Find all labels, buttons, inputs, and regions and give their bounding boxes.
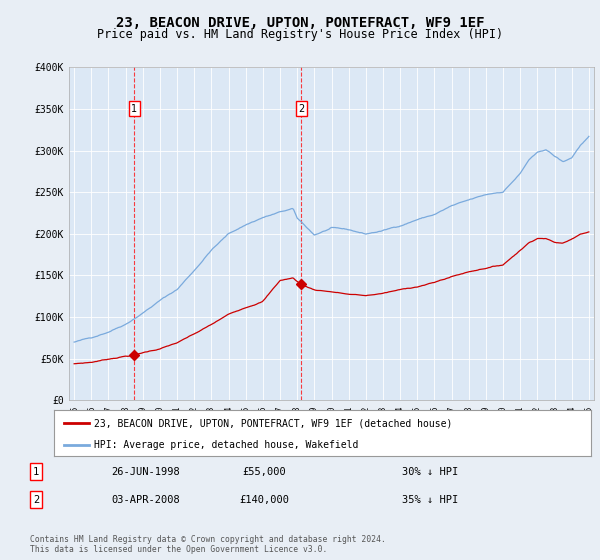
Text: 2: 2	[33, 494, 39, 505]
Text: 2: 2	[298, 104, 305, 114]
Text: 30% ↓ HPI: 30% ↓ HPI	[402, 466, 458, 477]
Text: £55,000: £55,000	[242, 466, 286, 477]
Text: £140,000: £140,000	[239, 494, 289, 505]
Text: HPI: Average price, detached house, Wakefield: HPI: Average price, detached house, Wake…	[94, 440, 359, 450]
Text: 23, BEACON DRIVE, UPTON, PONTEFRACT, WF9 1EF: 23, BEACON DRIVE, UPTON, PONTEFRACT, WF9…	[116, 16, 484, 30]
Text: 35% ↓ HPI: 35% ↓ HPI	[402, 494, 458, 505]
Text: 23, BEACON DRIVE, UPTON, PONTEFRACT, WF9 1EF (detached house): 23, BEACON DRIVE, UPTON, PONTEFRACT, WF9…	[94, 418, 452, 428]
Text: 03-APR-2008: 03-APR-2008	[111, 494, 180, 505]
Text: Price paid vs. HM Land Registry's House Price Index (HPI): Price paid vs. HM Land Registry's House …	[97, 28, 503, 41]
Text: 26-JUN-1998: 26-JUN-1998	[111, 466, 180, 477]
Text: 1: 1	[33, 466, 39, 477]
Text: Contains HM Land Registry data © Crown copyright and database right 2024.
This d: Contains HM Land Registry data © Crown c…	[30, 535, 386, 554]
Text: 1: 1	[131, 104, 137, 114]
